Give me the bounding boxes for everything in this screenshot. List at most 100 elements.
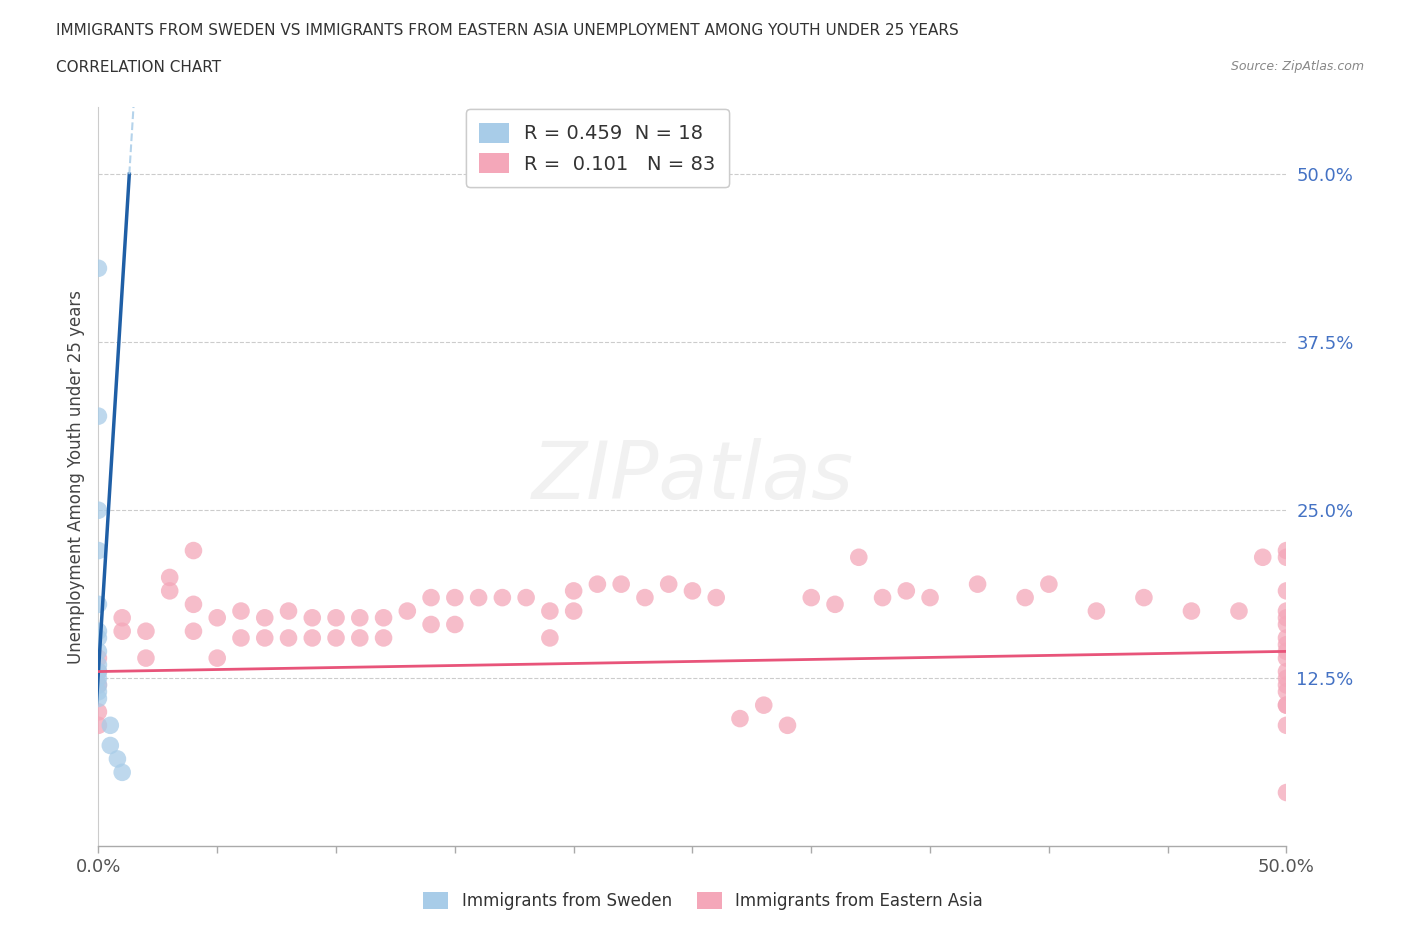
Point bbox=[1275, 637, 1298, 652]
Point bbox=[373, 610, 395, 625]
Point bbox=[1275, 785, 1298, 800]
Point bbox=[1227, 604, 1250, 618]
Point bbox=[1085, 604, 1108, 618]
Point bbox=[538, 631, 561, 645]
Point bbox=[634, 591, 657, 605]
Point bbox=[325, 610, 347, 625]
Point bbox=[183, 543, 205, 558]
Point bbox=[87, 684, 110, 699]
Point bbox=[107, 751, 129, 766]
Point bbox=[229, 604, 252, 618]
Point bbox=[183, 597, 205, 612]
Point bbox=[87, 631, 110, 645]
Point bbox=[87, 718, 110, 733]
Point bbox=[1275, 698, 1298, 712]
Point bbox=[444, 591, 467, 605]
Point bbox=[704, 591, 727, 605]
Point bbox=[966, 577, 988, 591]
Point bbox=[681, 583, 703, 598]
Point bbox=[896, 583, 918, 598]
Point bbox=[1275, 698, 1298, 712]
Point bbox=[277, 631, 299, 645]
Point bbox=[491, 591, 513, 605]
Point bbox=[562, 583, 585, 598]
Point bbox=[1014, 591, 1036, 605]
Point bbox=[87, 543, 110, 558]
Point bbox=[135, 651, 157, 666]
Point bbox=[87, 624, 110, 639]
Point bbox=[1275, 543, 1298, 558]
Point bbox=[800, 591, 823, 605]
Point bbox=[776, 718, 799, 733]
Point bbox=[207, 610, 229, 625]
Point bbox=[87, 664, 110, 679]
Y-axis label: Unemployment Among Youth under 25 years: Unemployment Among Youth under 25 years bbox=[66, 289, 84, 664]
Point bbox=[444, 618, 467, 632]
Point bbox=[87, 408, 110, 423]
Point bbox=[159, 583, 181, 598]
Text: Source: ZipAtlas.com: Source: ZipAtlas.com bbox=[1230, 60, 1364, 73]
Point bbox=[1275, 550, 1298, 565]
Point bbox=[207, 651, 229, 666]
Point bbox=[1275, 664, 1298, 679]
Point bbox=[87, 503, 110, 518]
Point bbox=[253, 610, 276, 625]
Point bbox=[87, 671, 110, 685]
Point bbox=[87, 664, 110, 679]
Point bbox=[515, 591, 537, 605]
Point bbox=[87, 651, 110, 666]
Point bbox=[728, 711, 751, 726]
Point bbox=[1133, 591, 1156, 605]
Point bbox=[1275, 631, 1298, 645]
Point bbox=[1251, 550, 1274, 565]
Point bbox=[159, 570, 181, 585]
Point bbox=[349, 610, 371, 625]
Point bbox=[562, 604, 585, 618]
Legend: R = 0.459  N = 18, R =  0.101   N = 83: R = 0.459 N = 18, R = 0.101 N = 83 bbox=[465, 110, 728, 187]
Point bbox=[420, 591, 443, 605]
Point bbox=[349, 631, 371, 645]
Point bbox=[87, 597, 110, 612]
Point bbox=[301, 631, 323, 645]
Point bbox=[1275, 610, 1298, 625]
Point bbox=[420, 618, 443, 632]
Text: ZIPatlas: ZIPatlas bbox=[531, 438, 853, 515]
Point bbox=[1275, 618, 1298, 632]
Point bbox=[1275, 684, 1298, 699]
Point bbox=[1275, 644, 1298, 658]
Point bbox=[87, 691, 110, 706]
Point bbox=[373, 631, 395, 645]
Legend: Immigrants from Sweden, Immigrants from Eastern Asia: Immigrants from Sweden, Immigrants from … bbox=[416, 885, 990, 917]
Point bbox=[253, 631, 276, 645]
Point bbox=[586, 577, 609, 591]
Point bbox=[301, 610, 323, 625]
Point bbox=[1275, 583, 1298, 598]
Point bbox=[111, 610, 134, 625]
Point bbox=[111, 624, 134, 639]
Point bbox=[467, 591, 489, 605]
Point bbox=[1275, 604, 1298, 618]
Point bbox=[87, 658, 110, 672]
Point bbox=[824, 597, 846, 612]
Point bbox=[752, 698, 775, 712]
Point bbox=[277, 604, 299, 618]
Point bbox=[1275, 671, 1298, 685]
Point bbox=[396, 604, 419, 618]
Point bbox=[1038, 577, 1060, 591]
Point bbox=[1275, 678, 1298, 693]
Point bbox=[610, 577, 633, 591]
Point bbox=[872, 591, 894, 605]
Point bbox=[658, 577, 681, 591]
Text: CORRELATION CHART: CORRELATION CHART bbox=[56, 60, 221, 75]
Point bbox=[87, 704, 110, 719]
Point bbox=[87, 644, 110, 658]
Point bbox=[920, 591, 942, 605]
Point bbox=[98, 718, 121, 733]
Point bbox=[111, 764, 134, 779]
Point bbox=[325, 631, 347, 645]
Text: IMMIGRANTS FROM SWEDEN VS IMMIGRANTS FROM EASTERN ASIA UNEMPLOYMENT AMONG YOUTH : IMMIGRANTS FROM SWEDEN VS IMMIGRANTS FRO… bbox=[56, 23, 959, 38]
Point bbox=[1275, 651, 1298, 666]
Point bbox=[135, 624, 157, 639]
Point bbox=[538, 604, 561, 618]
Point bbox=[1275, 718, 1298, 733]
